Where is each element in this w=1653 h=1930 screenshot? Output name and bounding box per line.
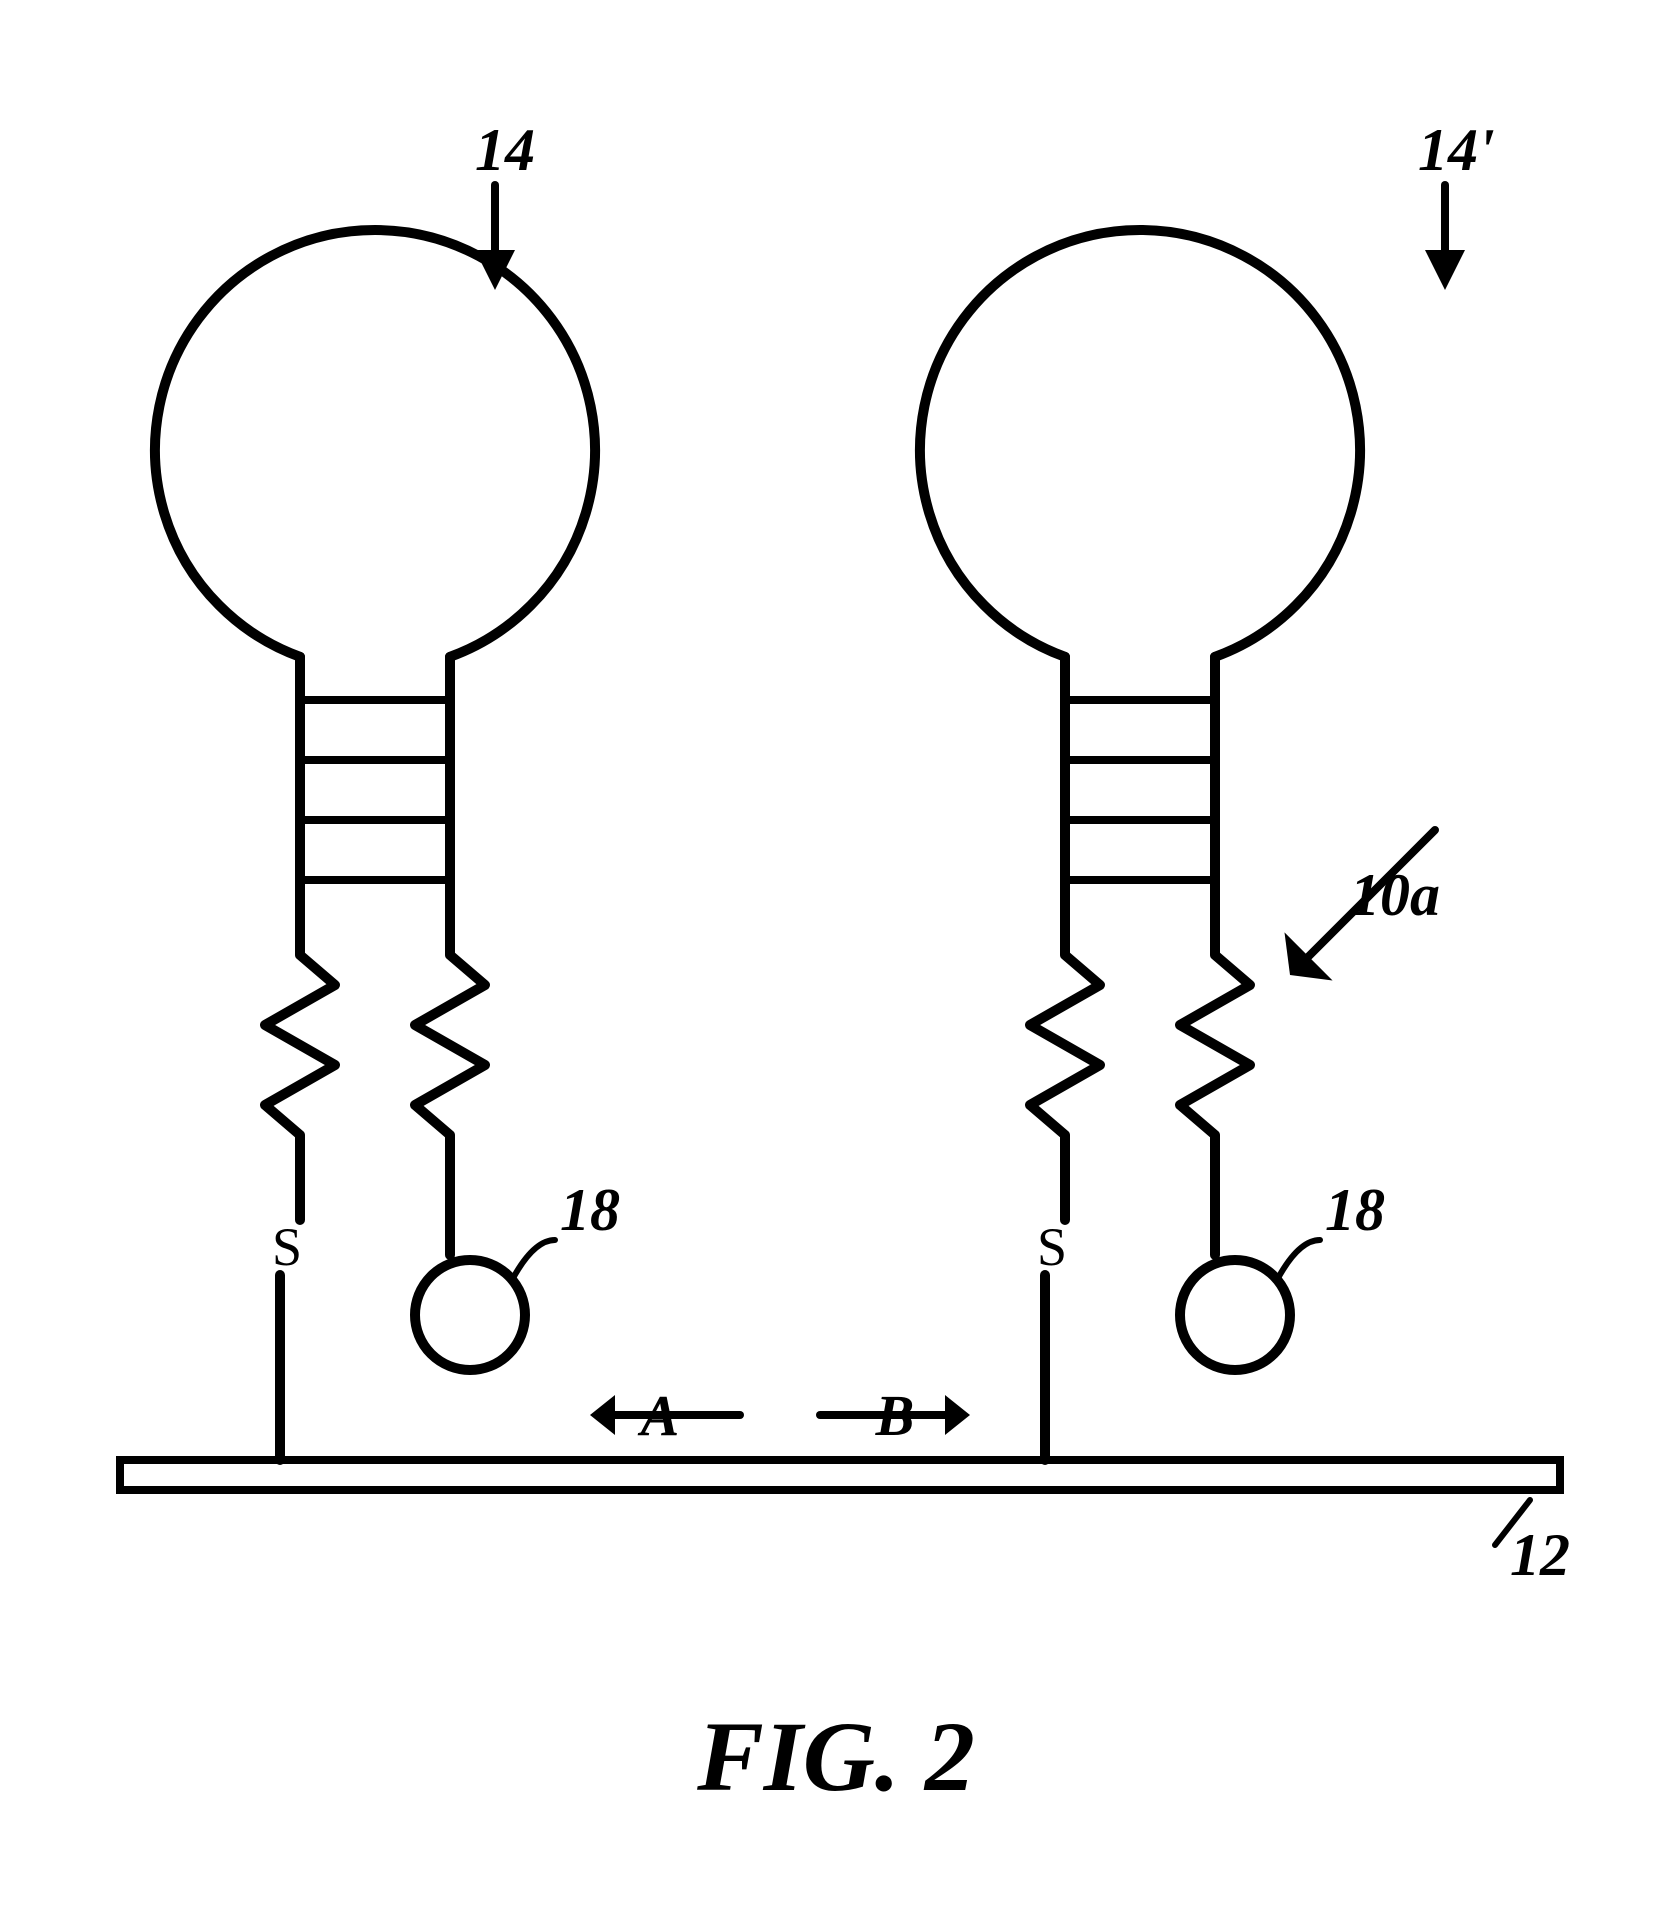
thiol-linker bbox=[265, 880, 335, 1220]
substrate-bar bbox=[120, 1460, 1560, 1490]
dir-label-b: B bbox=[875, 1383, 915, 1448]
dir-arrow-b-head bbox=[945, 1395, 970, 1435]
dir-label-a: A bbox=[638, 1383, 680, 1448]
redox-ball bbox=[415, 1260, 525, 1370]
probe-loop bbox=[155, 230, 595, 657]
assembly-label: 10a bbox=[1350, 862, 1440, 928]
redox-linker bbox=[1180, 880, 1250, 1255]
figure-title: FIG. 2 bbox=[696, 1701, 975, 1812]
probe-loop bbox=[920, 230, 1360, 657]
probe-header-label: 14' bbox=[1418, 117, 1495, 183]
redox-linker bbox=[415, 880, 485, 1255]
sulfur-label: S bbox=[272, 1217, 302, 1277]
dir-arrow-a-head bbox=[590, 1395, 615, 1435]
header-arrowhead bbox=[1425, 250, 1465, 290]
substrate-label: 12 bbox=[1510, 1522, 1570, 1588]
sulfur-label: S bbox=[1037, 1217, 1067, 1277]
redox-leader bbox=[512, 1240, 555, 1280]
redox-label: 18 bbox=[1325, 1177, 1385, 1243]
redox-ball bbox=[1180, 1260, 1290, 1370]
thiol-linker bbox=[1030, 880, 1100, 1220]
redox-label: 18 bbox=[560, 1177, 620, 1243]
probe-header-label: 14 bbox=[475, 117, 535, 183]
figure-svg: 12 S 18 14 S 18 14' 10a A B FIG. 2 bbox=[0, 0, 1653, 1930]
redox-leader bbox=[1277, 1240, 1320, 1280]
